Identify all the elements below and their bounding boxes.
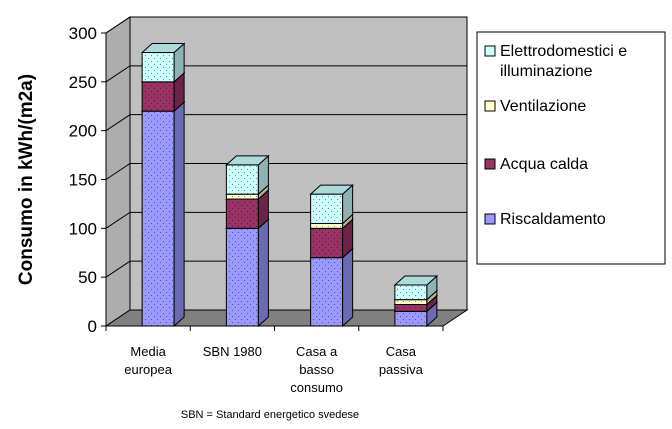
y-tick-label: 100	[69, 219, 97, 238]
x-tick-label: SBN 1980	[203, 344, 262, 359]
bar-segment-elettrodomestici-e-illuminazione	[225, 154, 270, 196]
legend-swatch	[484, 213, 496, 225]
legend-label: Riscaldamento	[500, 211, 606, 228]
bar-front	[141, 110, 175, 327]
x-tick-label: Media europea	[124, 344, 172, 377]
footnote: SBN = Standard energetico svedese	[181, 409, 359, 421]
gridline	[105, 211, 467, 229]
y-tick-label: 0	[88, 317, 97, 336]
legend-label: Elettrodomestici e illuminazione	[500, 43, 627, 80]
bar-front	[310, 227, 344, 259]
bar-top	[140, 43, 186, 54]
gridline	[105, 163, 467, 180]
y-tick-label: 250	[69, 73, 97, 92]
bar-front	[225, 227, 259, 327]
y-tick-label: 300	[69, 24, 97, 43]
bar-front	[310, 222, 344, 229]
x-tick-label: Casa passiva	[379, 344, 424, 377]
bar-side	[173, 101, 185, 328]
bar-top	[309, 184, 354, 195]
bar-segment-riscaldamento	[309, 247, 354, 328]
gridline	[105, 65, 467, 83]
bar-side	[257, 218, 269, 328]
bar-front	[310, 193, 344, 224]
bar-segment-riscaldamento	[140, 101, 186, 328]
legend-label: Acqua calda	[500, 156, 588, 173]
legend-swatch	[484, 100, 496, 112]
bar-front	[394, 310, 428, 327]
bar-segment-riscaldamento	[225, 218, 270, 328]
y-tick-label: 50	[78, 268, 97, 287]
bar-front	[225, 164, 259, 195]
bar-front	[394, 304, 428, 312]
bar-top	[393, 275, 439, 286]
bar-front	[225, 193, 259, 200]
y-tick-label: 150	[69, 171, 97, 190]
legend-label: Ventilazione	[500, 98, 586, 115]
gridline	[105, 16, 467, 34]
y-axis-title: Consumo in kWh/(m2a)	[16, 74, 37, 285]
bar-front	[141, 52, 175, 83]
y-tick-label: 200	[69, 122, 97, 141]
legend-box	[476, 31, 666, 265]
bar-front	[225, 198, 259, 229]
bar-segment-elettrodomestici-e-illuminazione	[140, 42, 186, 83]
legend-swatch	[484, 45, 496, 57]
bar-top	[225, 155, 270, 166]
gridline	[105, 114, 467, 132]
bar-front	[394, 299, 428, 306]
legend-swatch	[484, 158, 496, 170]
bar-front	[394, 284, 428, 301]
gridline	[105, 260, 467, 278]
bar-side	[342, 247, 354, 328]
bar-front	[310, 257, 344, 327]
x-tick-label: Casa a basso consumo	[290, 344, 343, 395]
bar-segment-elettrodomestici-e-illuminazione	[309, 184, 354, 225]
bar-front	[141, 81, 175, 112]
bar-segment-elettrodomestici-e-illuminazione	[393, 274, 439, 301]
